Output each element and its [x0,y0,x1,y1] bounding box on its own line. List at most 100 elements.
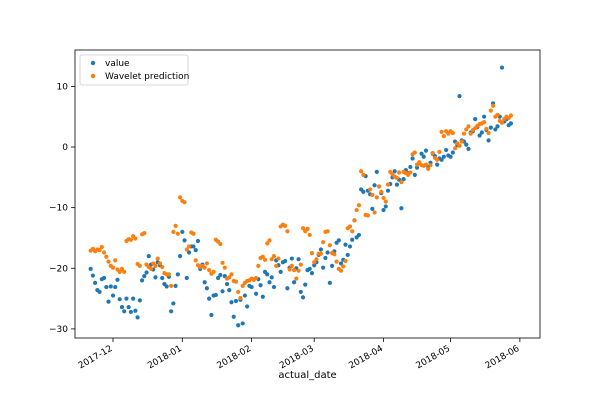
data-point [153,275,158,280]
data-point [240,283,245,288]
data-point [265,272,270,277]
data-point [135,315,140,320]
data-point [236,323,241,328]
data-point [468,131,473,136]
data-point [267,280,272,285]
data-point [321,240,326,245]
legend-marker-wavelet-prediction [90,73,96,79]
data-point [341,264,346,269]
data-point [477,133,482,138]
data-point [291,280,297,285]
data-point [155,256,160,261]
data-point [343,258,348,264]
data-point [441,134,446,139]
data-point [499,120,505,125]
data-point [131,296,136,301]
data-point [265,241,270,246]
data-point [137,263,142,268]
data-point [97,247,102,253]
data-point [300,295,306,300]
data-point [327,243,332,248]
data-point [457,143,462,148]
data-point [381,207,386,213]
data-point [410,156,415,161]
data-point [171,301,176,306]
data-point [392,169,397,174]
data-point [323,255,328,261]
data-point [229,272,234,277]
data-point [318,251,324,256]
data-point [220,289,225,294]
data-point [345,252,350,258]
data-point [227,288,232,293]
data-point [372,210,377,215]
data-point [184,247,189,252]
data-point [374,195,379,200]
plot-area [88,65,514,328]
data-point [321,265,326,270]
y-tick-label: 0 [62,143,68,153]
data-point [325,229,330,234]
data-point [104,254,109,259]
data-point [101,250,107,255]
data-point [291,267,297,273]
data-point [186,244,192,249]
data-point [195,238,201,244]
data-point [464,127,469,132]
data-point [276,256,281,261]
data-point [142,274,147,279]
y-axis: −30 −20 −10 0 10 [49,82,75,335]
data-point [253,291,259,296]
data-point [160,264,165,270]
data-point [271,284,277,290]
data-point [285,286,290,291]
data-point [160,275,165,281]
data-point [499,65,505,70]
data-point [439,157,444,162]
data-point [110,293,116,298]
data-point [113,284,118,290]
series-wavelet-prediction [88,103,514,301]
data-point [269,275,274,280]
data-point [461,131,467,136]
data-point [394,182,400,187]
data-point [207,296,212,301]
data-point [180,229,185,234]
data-point [283,223,288,228]
data-point [383,204,388,209]
data-point [350,229,355,234]
data-point [495,112,500,117]
data-point [166,272,171,277]
data-point [97,289,102,295]
data-point [448,154,453,159]
data-point [231,314,236,319]
data-point [350,237,355,242]
data-point [309,251,315,256]
data-point [338,261,344,266]
data-point [466,146,471,151]
data-point [177,254,183,259]
data-point [227,275,232,280]
data-point [428,163,433,168]
data-point [209,312,214,318]
data-point [106,299,111,304]
data-point [354,207,359,213]
data-point [157,261,163,266]
data-point [296,257,301,262]
data-point [126,304,131,310]
data-point [153,263,158,268]
data-point [164,284,169,289]
legend-label-value: value [105,59,130,69]
data-point [408,170,413,175]
data-point [186,250,192,255]
data-point [220,260,225,265]
data-point [435,157,440,162]
data-point [240,321,245,326]
data-point [336,238,341,243]
data-point [283,258,288,264]
data-point [479,130,484,135]
data-point [383,199,388,204]
data-point [169,309,174,314]
data-point [233,298,239,304]
data-point [204,261,209,266]
